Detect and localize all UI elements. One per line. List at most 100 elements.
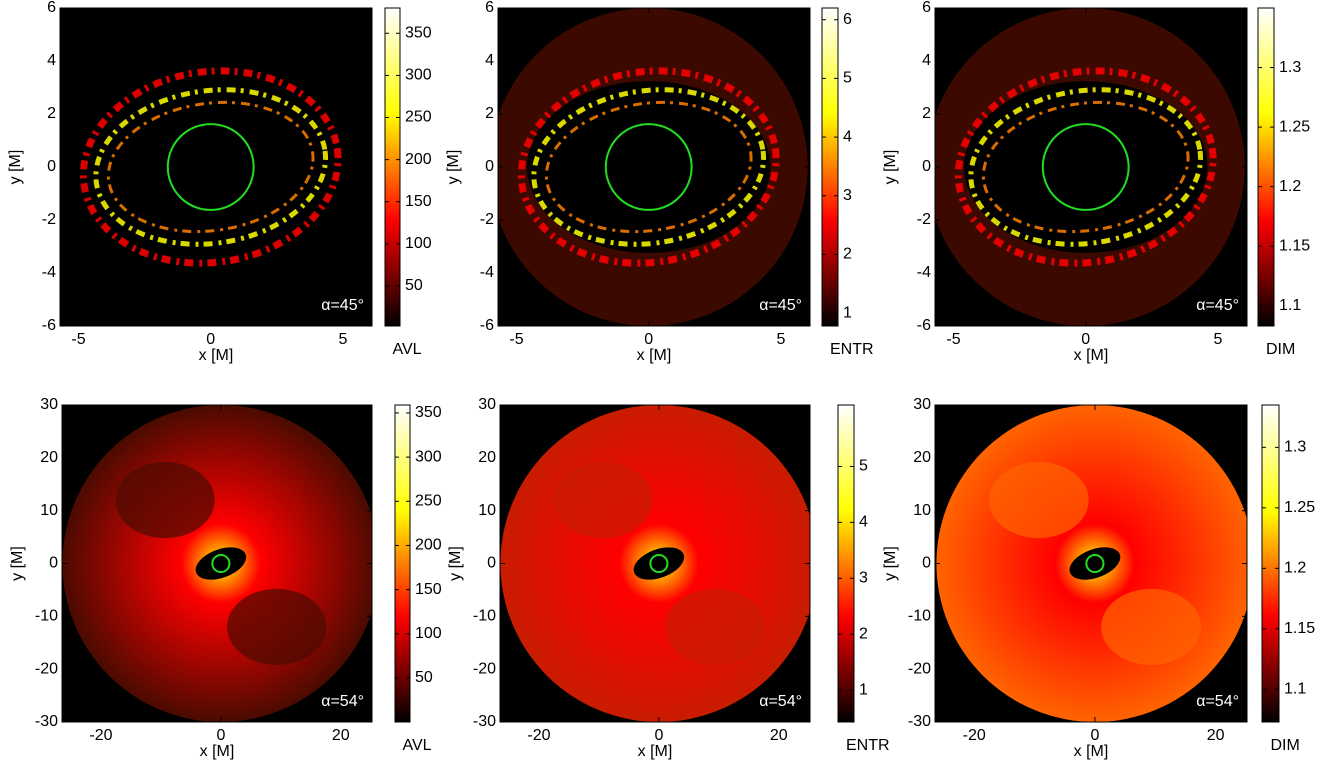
y-tick-label: -20 (473, 660, 496, 677)
ring (954, 67, 1217, 267)
y-tick-label: -2 (917, 211, 931, 228)
x-tick-label: -5 (509, 331, 523, 348)
y-axis-label: y [M] (445, 150, 462, 185)
colorbar-tick-label: 250 (405, 109, 432, 126)
x-tick-label: -5 (71, 331, 85, 348)
y-tick-label: -4 (42, 264, 56, 281)
horizon (649, 553, 669, 574)
annotation: α=54° (759, 693, 802, 710)
y-tick-label: 2 (485, 105, 494, 122)
inner-hole (1069, 547, 1121, 580)
colorbar-label: DIM (1271, 737, 1300, 754)
y-tick-label: -6 (42, 317, 56, 334)
heatmap-image (62, 405, 372, 722)
x-tick-label: -20 (963, 727, 986, 744)
x-tick-label: 0 (216, 727, 225, 744)
shadow-lobe (553, 462, 653, 539)
y-tick-label: -30 (473, 713, 496, 730)
y-tick-label: 0 (485, 158, 494, 175)
y-tick-label: -4 (917, 264, 931, 281)
ring (544, 100, 753, 234)
y-axis-label: y [M] (447, 546, 464, 581)
inner-hole (195, 547, 247, 580)
x-tick-label: 0 (1081, 331, 1090, 348)
colorbar (384, 7, 401, 327)
colorbar-tick-label: 3 (843, 187, 852, 204)
y-tick-label: 30 (40, 396, 58, 413)
colorbar-tick-label: 1.15 (1279, 237, 1310, 254)
colorbar-label: ENTR (830, 341, 874, 358)
y-tick-label: 4 (47, 52, 56, 69)
annotation: α=45° (321, 297, 364, 314)
annotation: α=54° (1196, 693, 1239, 710)
colorbar-tick-label: 50 (405, 277, 423, 294)
horizon (211, 553, 231, 574)
colorbar-tick-label: 1.2 (1279, 178, 1301, 195)
ring (93, 87, 329, 247)
colorbar-tick-label: 5 (859, 458, 868, 475)
colorbar-tick-label: 2 (843, 246, 852, 263)
y-tick-label: 10 (40, 502, 58, 519)
colorbar-tick-label: 350 (405, 24, 432, 41)
y-axis-label: y [M] (882, 546, 899, 581)
horizon (604, 123, 693, 211)
y-tick-label: 10 (478, 502, 496, 519)
colorbar-tick-label: 2 (859, 625, 868, 642)
horizon (166, 123, 255, 211)
x-axis-label: x [M] (638, 743, 673, 760)
ring (517, 67, 780, 267)
y-tick-label: 0 (49, 555, 58, 572)
ring (968, 87, 1204, 247)
heatmap-image (498, 8, 810, 326)
colorbar-tick-label: 300 (415, 448, 442, 465)
x-tick-label: 20 (1207, 727, 1225, 744)
heatmap-image (935, 8, 1247, 326)
colorbar-tick-label: 3 (859, 570, 868, 587)
y-tick-label: 10 (913, 502, 931, 519)
y-tick-label: 0 (922, 555, 931, 572)
horizon (1085, 553, 1105, 574)
y-tick-label: 30 (478, 396, 496, 413)
colorbar-tick-label: 100 (415, 625, 442, 642)
colorbar-label: DIM (1266, 341, 1295, 358)
colorbar-label: AVL (403, 737, 432, 754)
y-axis-label: y [M] (7, 150, 24, 185)
y-tick-label: -10 (35, 608, 58, 625)
y-tick-label: -30 (35, 713, 58, 730)
y-axis-label: y [M] (9, 546, 26, 581)
x-axis-label: x [M] (200, 743, 235, 760)
heatmap-image (60, 8, 372, 326)
colorbar-label: ENTR (846, 737, 890, 754)
colorbar (1257, 7, 1275, 327)
x-tick-label: -20 (527, 727, 550, 744)
ring (79, 67, 342, 267)
colorbar-tick-label: 1.25 (1284, 499, 1315, 516)
y-tick-label: 6 (47, 0, 56, 16)
colorbar-tick-label: 1.3 (1284, 439, 1306, 456)
x-tick-label: -5 (946, 331, 960, 348)
colorbar-tick-label: 1.25 (1279, 118, 1310, 135)
y-tick-label: -6 (917, 317, 931, 334)
x-tick-label: 0 (206, 331, 215, 348)
ring (531, 87, 767, 247)
x-axis-label: x [M] (1074, 743, 1109, 760)
disk-gap (964, 81, 1208, 253)
x-axis-label: x [M] (1074, 347, 1109, 364)
y-tick-label: 30 (913, 396, 931, 413)
shadow-lobe (227, 588, 327, 665)
colorbar-tick-label: 100 (405, 235, 432, 252)
x-tick-label: 5 (776, 331, 785, 348)
y-tick-label: -2 (480, 211, 494, 228)
colorbar-tick-label: 1.1 (1284, 681, 1306, 698)
y-tick-label: -4 (480, 264, 494, 281)
heatmap-image (500, 405, 810, 722)
annotation: α=54° (321, 693, 364, 710)
colorbar (821, 7, 839, 327)
y-tick-label: 6 (922, 0, 931, 16)
y-tick-label: 0 (487, 555, 496, 572)
disk-gap (89, 81, 333, 253)
y-axis-label: y [M] (882, 150, 899, 185)
annotation: α=45° (759, 297, 802, 314)
y-tick-label: 4 (485, 52, 494, 69)
